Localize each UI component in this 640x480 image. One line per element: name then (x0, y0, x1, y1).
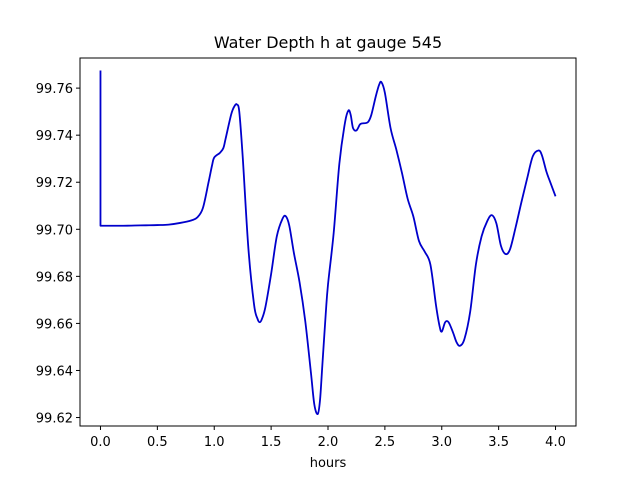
x-tick-label: 1.0 (204, 435, 225, 450)
x-tick-label: 0.5 (147, 435, 168, 450)
y-tick-label: 99.66 (36, 317, 73, 332)
series-line (99, 70, 557, 416)
y-tick-label: 99.62 (36, 412, 73, 427)
x-axis-label: hours (310, 456, 347, 471)
plot-frame (79, 57, 577, 427)
y-tick-label: 99.72 (36, 176, 73, 191)
y-tick-label: 99.74 (36, 129, 73, 144)
x-tick-label: 1.5 (261, 435, 282, 450)
y-tick-label: 99.64 (36, 364, 73, 379)
x-tick-label: 0.0 (90, 435, 111, 450)
y-tick-label: 99.76 (36, 82, 73, 97)
x-tick-label: 2.0 (318, 435, 339, 450)
x-tick-label: 4.0 (545, 435, 566, 450)
series-layer (99, 70, 557, 416)
x-tick-label: 3.5 (488, 435, 509, 450)
chart-title: Water Depth h at gauge 545 (214, 33, 442, 52)
ticks-layer: 0.0 0.5 1.0 1.5 2.0 2.5 3.0 3.5 4.0 99.62 99.64 99.… (36, 82, 566, 450)
y-tick-label: 99.68 (36, 270, 73, 285)
x-tick-label: 2.5 (375, 435, 396, 450)
x-tick-label: 3.0 (431, 435, 452, 450)
y-tick-label: 99.70 (36, 223, 73, 238)
